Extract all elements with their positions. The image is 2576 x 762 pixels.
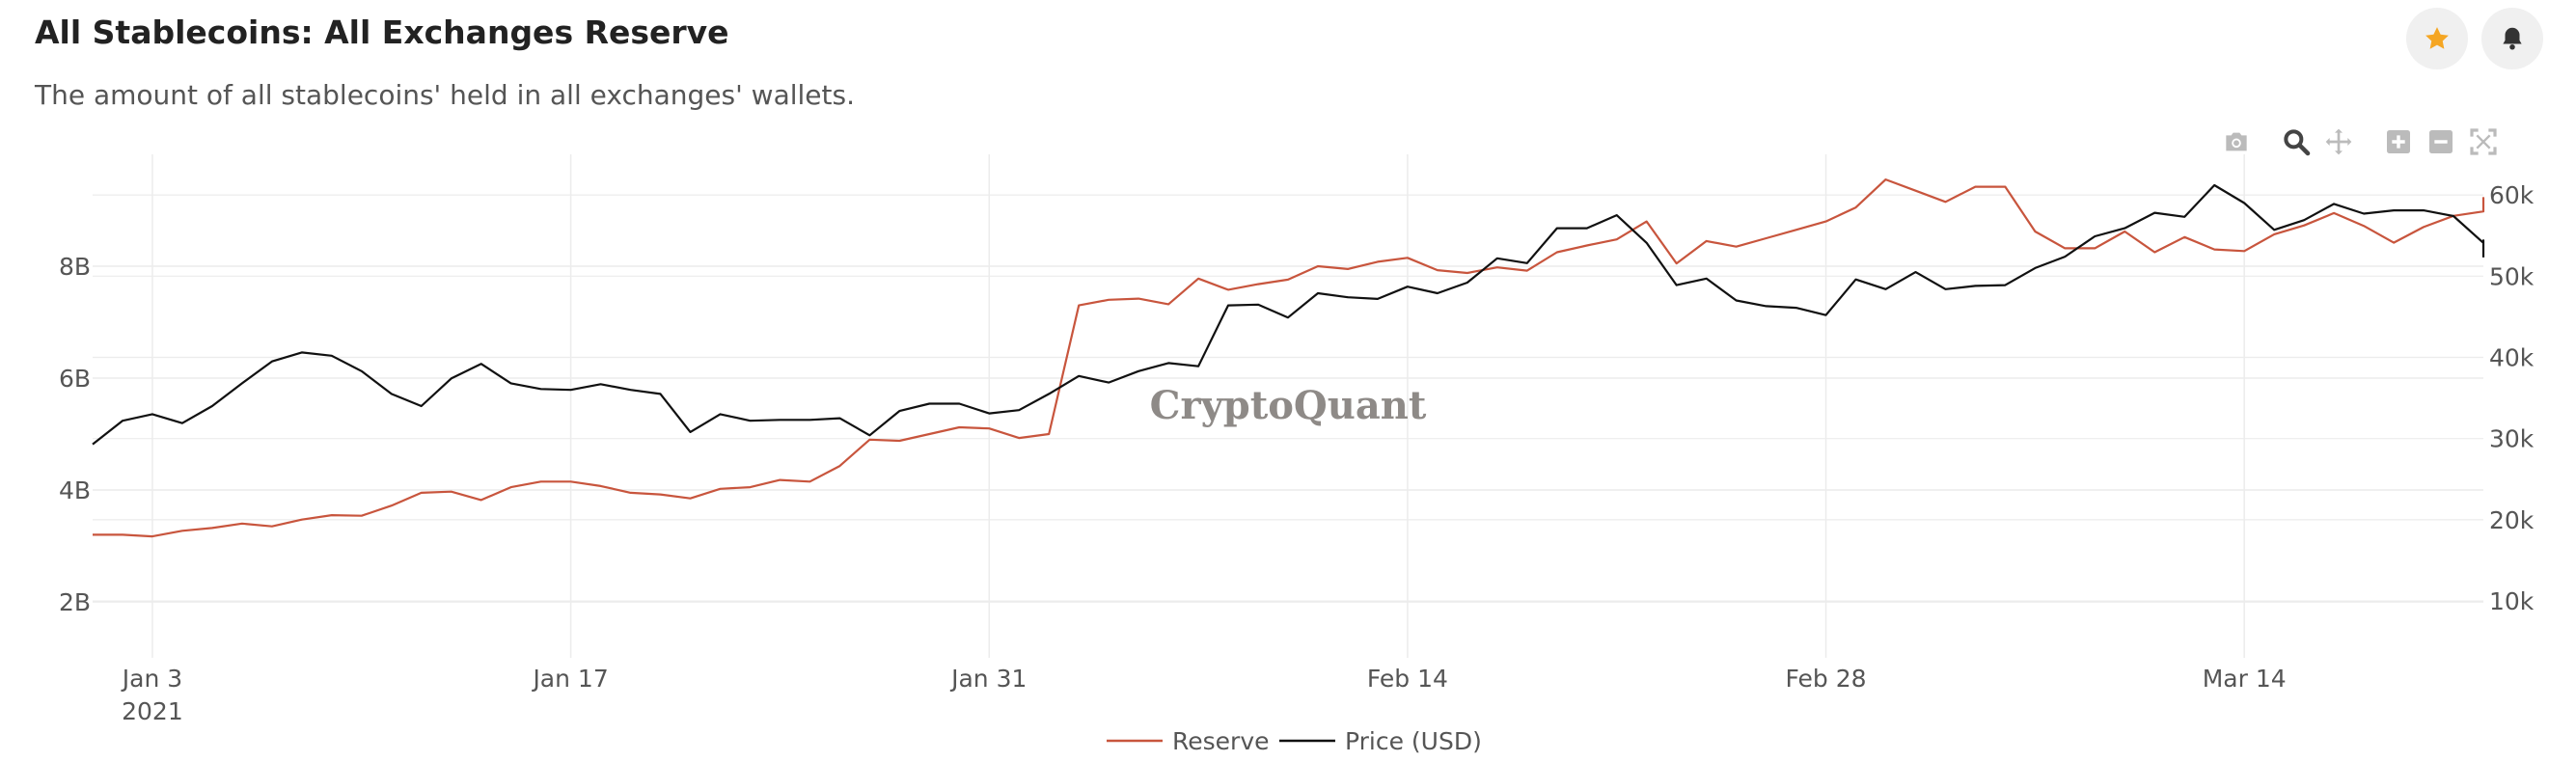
bell-icon [2503, 27, 2522, 50]
y-right-tick-label: 50k [2489, 262, 2535, 290]
zoom-in-icon [2387, 130, 2410, 153]
page-title: All Stablecoins: All Exchanges Reserve [35, 14, 729, 51]
chart-legend[interactable]: Reserve Price (USD) [1107, 727, 1482, 755]
zoom-in-button[interactable] [2377, 121, 2420, 163]
x-tick-sublabel: 2021 [122, 697, 183, 725]
zoom-out-icon [2429, 130, 2453, 153]
x-tick-label: Feb 28 [1786, 665, 1867, 693]
autoscale-button[interactable] [2462, 121, 2505, 163]
chart-modebar [2215, 121, 2505, 163]
x-tick-label: Feb 14 [1367, 665, 1448, 693]
autoscale-icon [2470, 128, 2497, 155]
x-tick-label: Jan 17 [531, 665, 608, 693]
y-left-tick-label: 2B [59, 588, 91, 616]
y-right-tick-label: 10k [2489, 587, 2535, 615]
x-tick-label: Jan 3 [121, 665, 182, 693]
download-png-button[interactable] [2215, 121, 2258, 163]
legend-label: Price (USD) [1345, 727, 1482, 755]
alert-button[interactable] [2481, 8, 2543, 69]
zoom-button[interactable] [2275, 121, 2317, 163]
favorite-button[interactable] [2406, 8, 2468, 69]
reserve-series-line [93, 178, 2485, 538]
y-left-tick-label: 8B [59, 253, 91, 281]
y-right-tick-label: 60k [2489, 181, 2535, 209]
pan-button[interactable] [2317, 121, 2360, 163]
legend-item-reserve[interactable]: Reserve [1107, 727, 1270, 755]
y-left-tick-label: 4B [59, 476, 91, 504]
x-tick-label: Jan 31 [949, 665, 1027, 693]
zoom-out-button[interactable] [2420, 121, 2462, 163]
legend-label: Reserve [1172, 727, 1270, 755]
y-right-tick-label: 20k [2489, 506, 2535, 534]
legend-item-price[interactable]: Price (USD) [1279, 727, 1482, 755]
x-tick-label: Mar 14 [2203, 665, 2287, 693]
y-right-tick-label: 30k [2489, 425, 2535, 453]
page-subtitle: The amount of all stablecoins' held in a… [35, 79, 855, 111]
chart-axes: Jan 3 2021 Jan 17 Jan 31 Feb 14 Feb 28 Mar 14 2… [59, 181, 2535, 725]
star-icon [2425, 27, 2449, 49]
y-left-tick-label: 6B [59, 365, 91, 393]
pan-icon [2325, 128, 2352, 155]
zoom-icon [2284, 129, 2311, 156]
chart-grid [93, 154, 2483, 658]
price-series-line [92, 183, 2485, 446]
y-right-tick-label: 40k [2489, 343, 2535, 371]
camera-icon [2226, 132, 2247, 151]
watermark: CryptoQuant [1150, 383, 1427, 428]
chart-series [92, 178, 2485, 538]
